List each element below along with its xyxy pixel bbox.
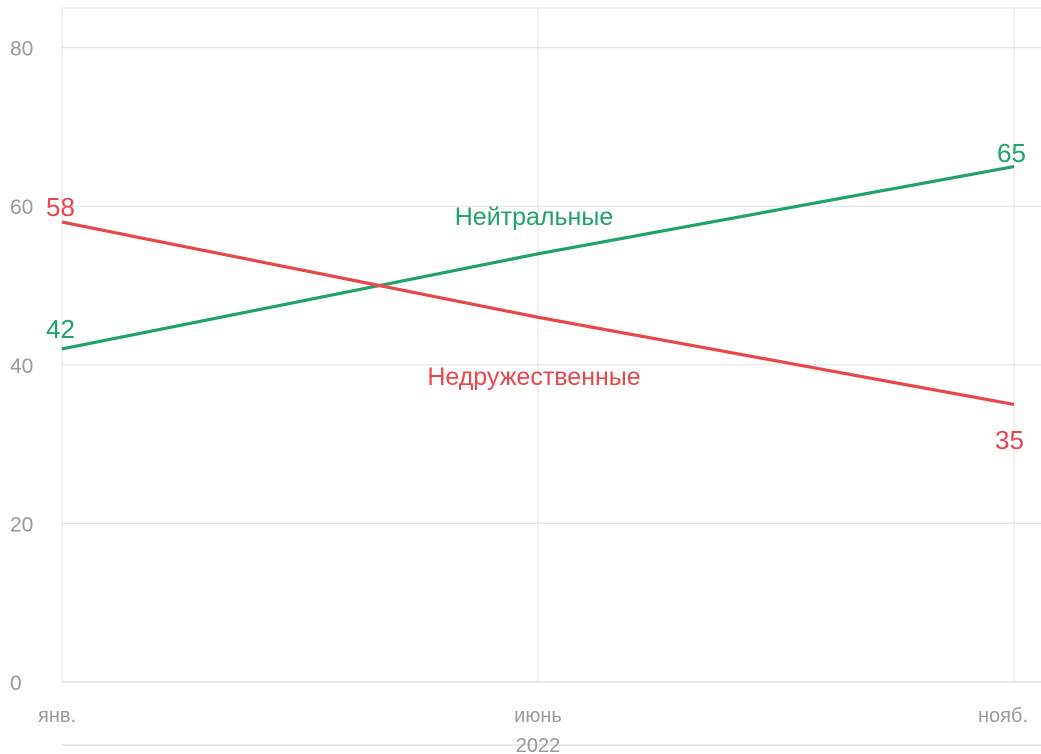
y-tick-label: 20 [10, 513, 33, 536]
x-tick-label: нояб. [978, 705, 1028, 727]
x-axis-year-label: 2022 [516, 735, 561, 754]
series-line [61, 220, 1015, 407]
start-value-label: 42 [46, 314, 75, 344]
series-line [61, 165, 1015, 351]
y-tick-label: 40 [10, 355, 33, 378]
y-tick-label: 60 [10, 196, 33, 219]
series-lines [61, 165, 1015, 407]
y-tick-label: 0 [10, 672, 22, 695]
series-labels: Нейтральные Недружественные 42 65 58 35 [46, 138, 1026, 455]
y-axis-ticks: 0 20 40 60 80 [10, 38, 33, 695]
x-axis-ticks: янв. июнь нояб. 2022 [38, 705, 1041, 754]
grid-lines [61, 7, 1041, 683]
end-value-label: 65 [997, 138, 1026, 168]
series-name-label: Нейтральные [455, 203, 613, 231]
x-tick-label: июнь [514, 705, 562, 727]
x-tick-label: янв. [38, 705, 76, 727]
series-name-label: Недружественные [427, 363, 640, 391]
y-tick-label: 80 [10, 38, 33, 61]
end-value-label: 35 [995, 425, 1024, 455]
start-value-label: 58 [46, 192, 75, 222]
